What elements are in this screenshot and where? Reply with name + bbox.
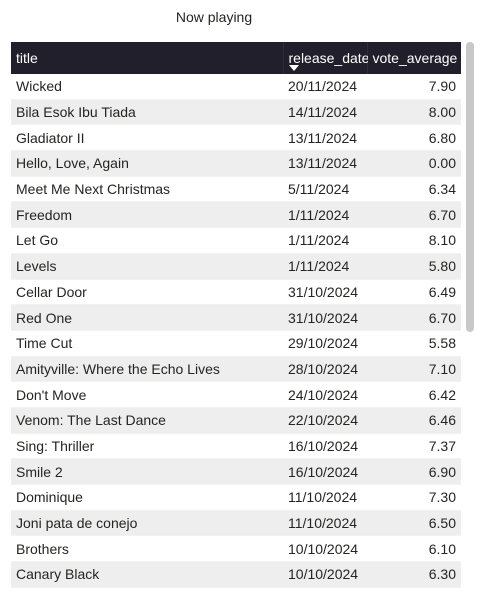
- table-row[interactable]: Red One 31/10/2024 6.70: [11, 304, 461, 331]
- table-row[interactable]: Dominique 11/10/2024 7.30: [11, 484, 461, 511]
- cell-title: Levels: [11, 253, 283, 280]
- cell-release-date: 28/10/2024: [283, 356, 367, 383]
- cell-release-date: 10/10/2024: [283, 587, 367, 594]
- table-row[interactable]: Let Go 1/11/2024 8.10: [11, 227, 461, 254]
- cell-vote-average: 6.46: [367, 407, 461, 434]
- sort-descending-icon: [288, 65, 299, 71]
- table-row[interactable]: Brothers 10/10/2024 6.10: [11, 535, 461, 563]
- table-row[interactable]: Time Cut 29/10/2024 5.58: [11, 330, 461, 357]
- cell-title: Don't Move: [11, 381, 283, 408]
- cell-vote-average: 5.58: [367, 330, 461, 357]
- table-row[interactable]: Don't Move 24/10/2024 6.42: [11, 381, 461, 408]
- table-row[interactable]: Gladiator II 13/11/2024 6.80: [11, 124, 461, 152]
- cell-title: Let Go: [11, 227, 283, 254]
- cell-release-date: 11/10/2024: [283, 484, 367, 511]
- cell-vote-average: 6.90: [367, 458, 461, 485]
- cell-release-date: 22/10/2024: [283, 407, 367, 434]
- cell-vote-average: 0.00: [367, 150, 461, 177]
- cell-vote-average: 7.10: [367, 356, 461, 383]
- cell-title: Canary Black: [11, 561, 283, 588]
- visual-title: Now playing: [175, 9, 253, 25]
- table-row[interactable]: Venom: The Last Dance 22/10/2024 6.46: [11, 407, 461, 434]
- cell-release-date: 5/11/2024: [283, 176, 367, 203]
- cell-release-date: 31/10/2024: [283, 279, 367, 306]
- table-row[interactable]: Smile 2 16/10/2024 6.90: [11, 458, 461, 485]
- table-row[interactable]: Levels 1/11/2024 5.80: [11, 253, 461, 280]
- cell-title: Brothers: [11, 535, 283, 563]
- cell-release-date: 10/10/2024: [283, 535, 367, 563]
- cell-vote-average: 6.10: [367, 535, 461, 563]
- cell-release-date: 1/11/2024: [283, 253, 367, 280]
- cell-title: Time Cut: [11, 330, 283, 357]
- cell-vote-average: 6.70: [367, 201, 461, 229]
- cell-title: Gladiator II: [11, 124, 283, 152]
- table-row[interactable]: Cellar Door 31/10/2024 6.49: [11, 279, 461, 306]
- cell-release-date: 16/10/2024: [283, 458, 367, 485]
- cell-title: Joni pata de conejo: [11, 510, 283, 537]
- cell-vote-average: 8.10: [367, 227, 461, 254]
- cell-title: Hello, Love, Again: [11, 150, 283, 177]
- cell-title: Sing: Thriller: [11, 433, 283, 460]
- table-row[interactable]: SpongeBob Squarepants: Kreepaway Kamp10/…: [11, 587, 461, 594]
- cell-release-date: 14/11/2024: [283, 99, 367, 126]
- cell-vote-average: 8.00: [367, 99, 461, 126]
- table-row[interactable]: Canary Black 10/10/2024 6.30: [11, 561, 461, 588]
- table-row[interactable]: Meet Me Next Christmas 5/11/2024 6.34: [11, 176, 461, 203]
- column-header-title[interactable]: title: [11, 42, 283, 74]
- cell-vote-average: 6.42: [367, 381, 461, 408]
- cell-release-date: 29/10/2024: [283, 330, 367, 357]
- table-row[interactable]: Joni pata de conejo 11/10/2024 6.50: [11, 510, 461, 537]
- cell-title: Bila Esok Ibu Tiada: [11, 99, 283, 126]
- vertical-scrollbar[interactable]: [466, 42, 474, 594]
- now-playing-table: title release_date vote_average Wicked 20…: [11, 42, 461, 594]
- table-row[interactable]: Wicked 20/11/2024 7.90: [11, 74, 461, 100]
- cell-title: Red One: [11, 304, 283, 331]
- table-container[interactable]: title release_date vote_average Wicked 20…: [11, 42, 461, 594]
- cell-vote-average: 6.30: [367, 561, 461, 588]
- cell-release-date: 24/10/2024: [283, 381, 367, 408]
- table-row[interactable]: Bila Esok Ibu Tiada 14/11/2024 8.00: [11, 99, 461, 126]
- cell-title: SpongeBob Squarepants: Kreepaway Kamp: [11, 587, 283, 594]
- table-row[interactable]: Sing: Thriller 16/10/2024 7.37: [11, 433, 461, 460]
- cell-release-date: 10/10/2024: [283, 561, 367, 588]
- cell-release-date: 1/11/2024: [283, 201, 367, 229]
- cell-vote-average: 5.80: [367, 253, 461, 280]
- cell-title: Amityville: Where the Echo Lives: [11, 356, 283, 383]
- cell-title: Smile 2: [11, 458, 283, 485]
- cell-title: Wicked: [11, 74, 283, 100]
- cell-vote-average: 7.13: [367, 587, 461, 594]
- cell-vote-average: 7.90: [367, 74, 461, 100]
- column-header-release-date[interactable]: release_date: [282, 42, 370, 74]
- cell-release-date: 13/11/2024: [283, 150, 367, 177]
- scrollbar-thumb[interactable]: [466, 42, 474, 332]
- cell-release-date: 1/11/2024: [283, 227, 367, 254]
- cell-vote-average: 6.70: [367, 304, 461, 331]
- column-header-vote-average[interactable]: vote_average: [366, 42, 461, 74]
- cell-vote-average: 6.49: [367, 279, 461, 306]
- cell-title: Dominique: [11, 484, 283, 511]
- table-header-row: title release_date vote_average: [11, 42, 461, 74]
- cell-release-date: 13/11/2024: [283, 124, 367, 152]
- table-row[interactable]: Freedom 1/11/2024 6.70: [11, 201, 461, 229]
- cell-title: Venom: The Last Dance: [11, 407, 283, 434]
- cell-release-date: 16/10/2024: [283, 433, 367, 460]
- table-row[interactable]: Amityville: Where the Echo Lives 28/10/20…: [11, 356, 461, 383]
- cell-vote-average: 7.37: [367, 433, 461, 460]
- cell-vote-average: 7.30: [367, 484, 461, 511]
- cell-release-date: 11/10/2024: [283, 510, 367, 537]
- cell-title: Meet Me Next Christmas: [11, 176, 283, 203]
- cell-vote-average: 6.80: [367, 124, 461, 152]
- cell-vote-average: 6.34: [367, 176, 461, 203]
- column-header-label: release_date: [288, 50, 370, 66]
- table-row[interactable]: Hello, Love, Again 13/11/2024 0.00: [11, 150, 461, 177]
- cell-title: Freedom: [11, 201, 283, 229]
- table-body: Wicked 20/11/2024 7.90 Bila Esok Ibu Tiada 1…: [11, 74, 461, 594]
- cell-release-date: 20/11/2024: [283, 74, 367, 100]
- cell-release-date: 31/10/2024: [283, 304, 367, 331]
- cell-title: Cellar Door: [11, 279, 283, 306]
- cell-vote-average: 6.50: [367, 510, 461, 537]
